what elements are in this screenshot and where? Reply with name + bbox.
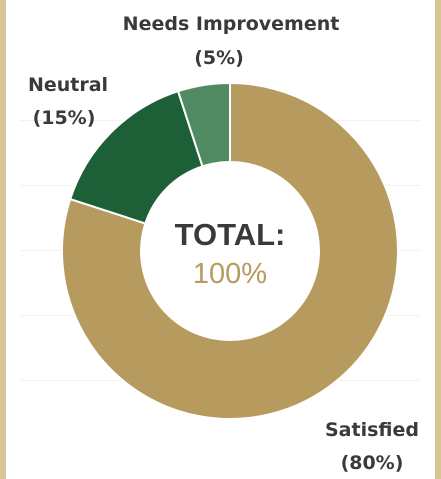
slice-satisfied: [61, 81, 399, 420]
slice-label-neutral: Neutral: [28, 74, 108, 96]
slice-label-satisfied: Satisfied: [325, 419, 419, 441]
slice-label-needs-improvement: Needs Improvement: [123, 13, 340, 35]
slice-value-satisfied: (80%): [341, 452, 404, 474]
slice-value-neutral: (15%): [33, 107, 96, 129]
slice-value-needs-improvement: (5%): [194, 47, 244, 69]
center-total-title: TOTAL:: [175, 217, 286, 252]
center-total-value: 100%: [193, 258, 267, 290]
donut-hole: [140, 161, 320, 341]
